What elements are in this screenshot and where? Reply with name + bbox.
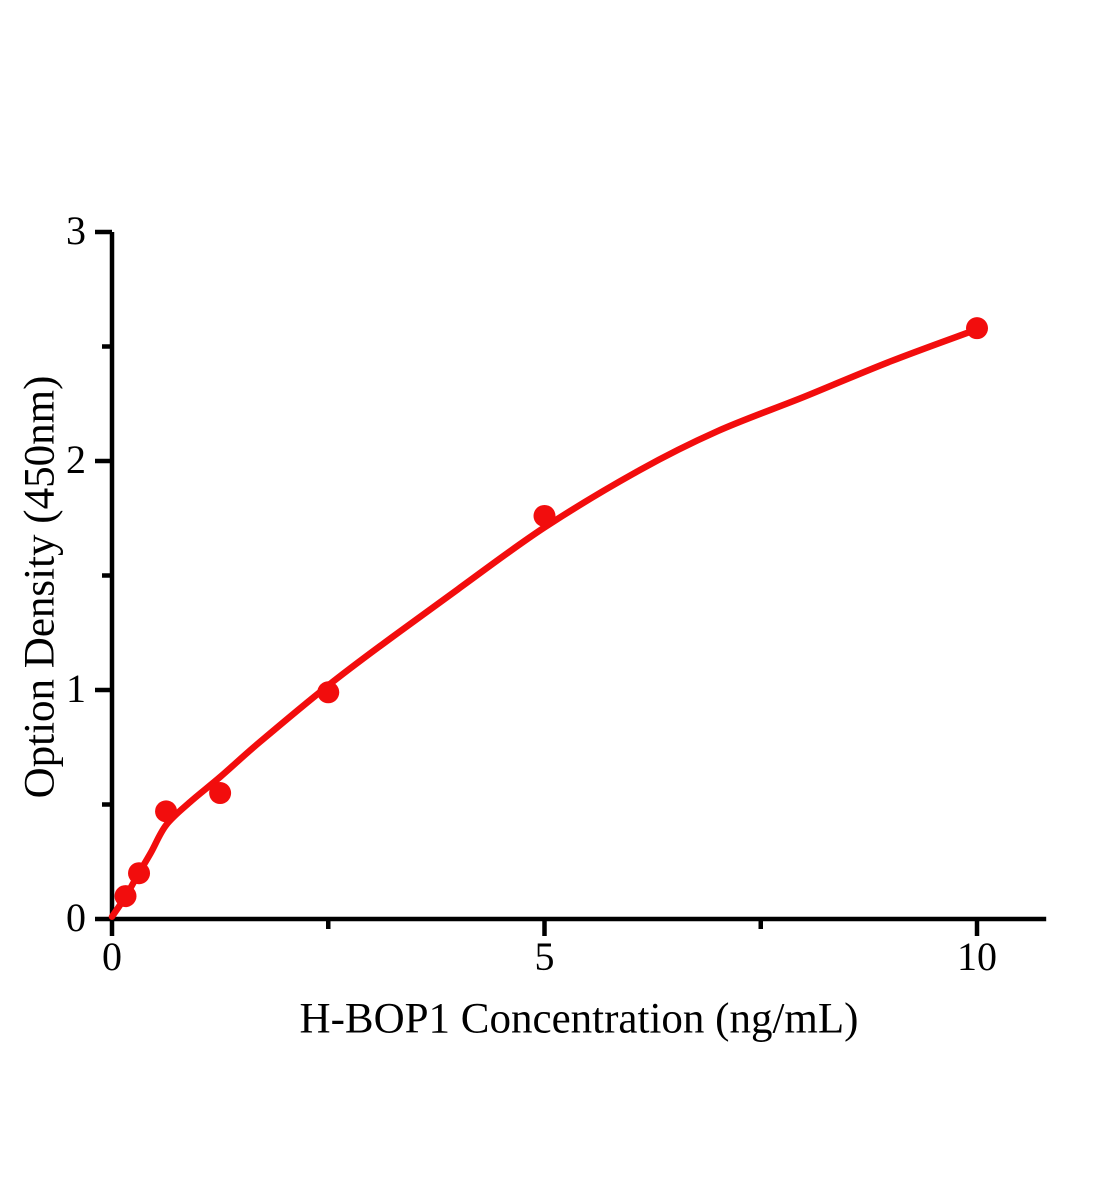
data-point — [128, 862, 151, 885]
x-axis-title: H-BOP1 Concentration (ng/mL) — [299, 995, 859, 1043]
y-tick-label: 3 — [66, 208, 86, 253]
data-point — [533, 504, 556, 527]
fit-curve — [108, 326, 981, 920]
y-axis-title: Option Density (450nm) — [16, 375, 64, 799]
data-point — [317, 681, 340, 704]
data-point — [114, 885, 137, 908]
y-tick-label: 2 — [66, 437, 86, 482]
y-tick-label: 0 — [66, 895, 86, 940]
y-tick-label: 1 — [66, 666, 86, 711]
x-tick-label: 5 — [535, 934, 555, 979]
x-tick-label: 0 — [102, 934, 122, 979]
data-point — [155, 800, 178, 823]
x-tick-label: 10 — [957, 934, 997, 979]
data-point — [966, 317, 988, 340]
data-point — [209, 782, 232, 805]
